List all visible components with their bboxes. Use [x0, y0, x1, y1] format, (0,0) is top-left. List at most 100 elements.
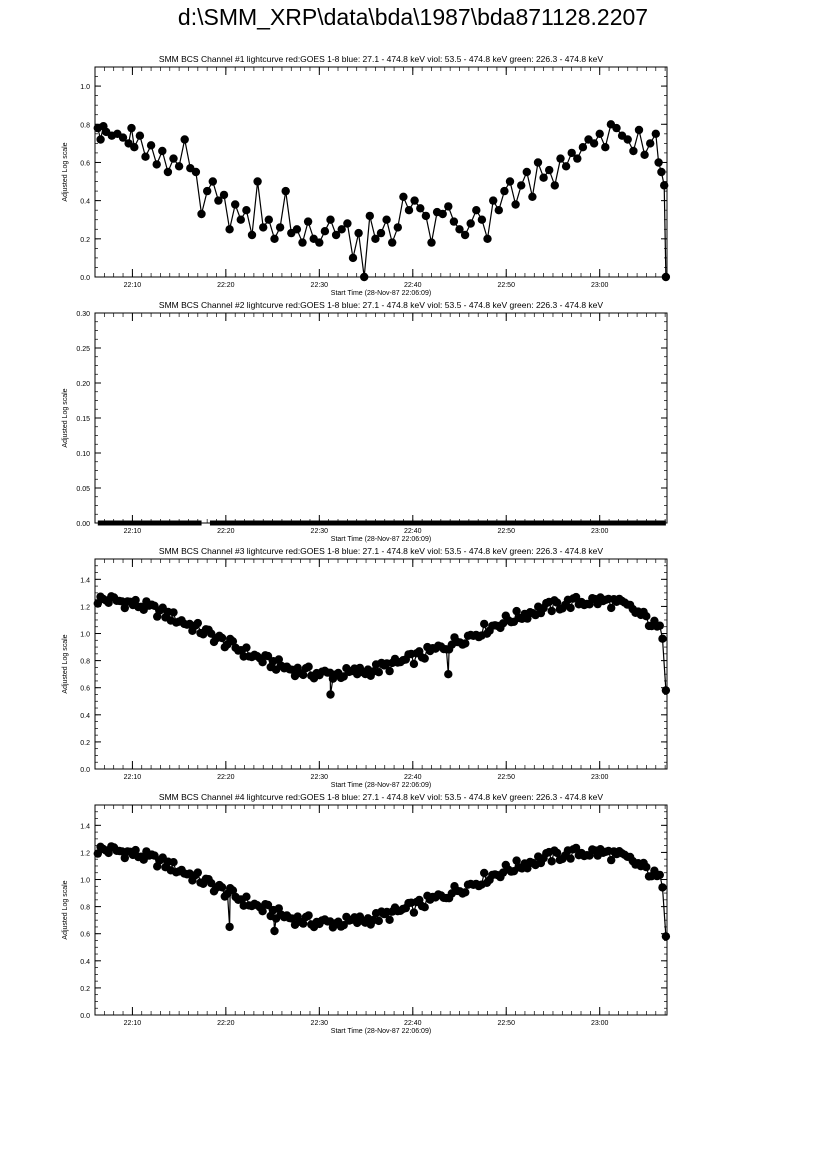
data-point: [96, 135, 105, 144]
y-tick-label: 0.20: [76, 381, 90, 388]
data-point: [236, 215, 245, 224]
data-point: [376, 228, 386, 238]
data-point: [512, 606, 521, 616]
data-point: [658, 883, 667, 892]
x-axis-label: Start Time (28-Nov-87 22:06:09): [331, 290, 431, 297]
y-tick-label: 0.00: [76, 521, 90, 528]
y-axis-label: Adjusted Log scale: [62, 634, 69, 693]
x-tick-label: 22:40: [404, 774, 422, 781]
data-point: [281, 186, 290, 196]
x-tick-label: 22:50: [497, 282, 515, 289]
x-tick-label: 22:40: [404, 528, 422, 535]
data-point: [264, 215, 273, 224]
y-tick-label: 1.2: [80, 850, 90, 857]
data-point: [612, 123, 621, 133]
x-tick-label: 22:20: [217, 774, 235, 781]
plot-frame: [94, 66, 668, 278]
y-tick-label: 0.05: [76, 486, 90, 493]
series-line: [97, 595, 667, 695]
y-tick-label: 0.6: [80, 932, 90, 939]
y-axis-label: Adjusted Log scale: [62, 880, 69, 939]
data-point: [601, 143, 610, 152]
data-point: [158, 146, 167, 156]
data-point: [263, 900, 273, 910]
data-point: [420, 903, 429, 912]
flat-data-segment: [97, 520, 202, 526]
y-tick-label: 0.6: [80, 686, 90, 693]
data-point: [550, 181, 559, 190]
data-point: [567, 148, 576, 158]
data-point: [326, 215, 335, 224]
data-layer: [97, 520, 666, 526]
data-point: [517, 181, 526, 190]
y-tick-label: 0.2: [80, 740, 90, 747]
data-point: [104, 848, 113, 858]
data-point: [500, 186, 509, 196]
data-point: [523, 614, 532, 623]
y-tick-label: 1.4: [80, 577, 90, 584]
x-tick-label: 23:00: [591, 774, 609, 781]
data-point: [343, 219, 352, 228]
data-point: [299, 919, 308, 928]
data-point: [131, 595, 140, 605]
data-point: [595, 129, 604, 138]
data-point: [539, 173, 548, 182]
data-point: [365, 211, 374, 221]
data-point: [225, 922, 234, 932]
data-point: [655, 870, 664, 880]
x-tick-label: 22:10: [124, 282, 142, 289]
x-tick-label: 22:10: [124, 528, 142, 535]
data-point: [348, 253, 358, 263]
data-point: [203, 186, 212, 196]
data-point: [634, 125, 644, 135]
data-point: [193, 868, 202, 877]
x-tick-label: 22:20: [217, 282, 235, 289]
data-point: [654, 158, 663, 167]
data-point: [263, 651, 273, 661]
data-point: [315, 238, 324, 247]
data-point: [547, 857, 556, 866]
data-point: [444, 202, 453, 211]
plot-frame: [94, 804, 668, 1016]
data-point: [646, 139, 655, 148]
data-point: [409, 659, 419, 669]
y-tick-label: 0.2: [80, 237, 90, 244]
x-tick-label: 22:10: [124, 1020, 142, 1027]
data-point: [270, 926, 279, 936]
data-point: [193, 618, 202, 628]
y-axis-label: Adjusted Log scale: [62, 142, 69, 201]
data-point: [326, 690, 335, 699]
data-point: [180, 135, 189, 144]
x-axis-label: Start Time (28-Nov-87 22:06:09): [331, 536, 431, 543]
data-point: [589, 139, 599, 148]
data-point: [274, 655, 283, 664]
data-point: [208, 177, 217, 186]
y-tick-label: 0.8: [80, 659, 90, 666]
data-point: [253, 177, 262, 186]
data-point: [217, 883, 227, 892]
data-point: [242, 892, 251, 901]
data-point: [337, 225, 346, 234]
x-tick-label: 23:00: [591, 1020, 609, 1027]
data-point: [480, 619, 489, 629]
data-point: [320, 227, 330, 236]
y-tick-label: 0.0: [80, 275, 90, 282]
x-tick-label: 22:40: [404, 1020, 422, 1027]
data-point: [571, 592, 581, 602]
data-point: [404, 206, 414, 215]
y-tick-label: 0.6: [80, 160, 90, 167]
data-point: [651, 129, 660, 138]
x-tick-label: 22:30: [311, 1020, 329, 1027]
y-tick-label: 0.30: [76, 311, 90, 318]
y-tick-label: 1.2: [80, 604, 90, 611]
data-layer: [93, 842, 671, 941]
y-tick-label: 1.0: [80, 84, 90, 91]
data-point: [566, 603, 575, 613]
data-point: [374, 668, 383, 677]
x-tick-label: 23:00: [591, 282, 609, 289]
y-tick-label: 1.0: [80, 878, 90, 885]
data-point: [642, 612, 651, 621]
data-point: [104, 598, 113, 607]
data-point: [242, 643, 251, 652]
